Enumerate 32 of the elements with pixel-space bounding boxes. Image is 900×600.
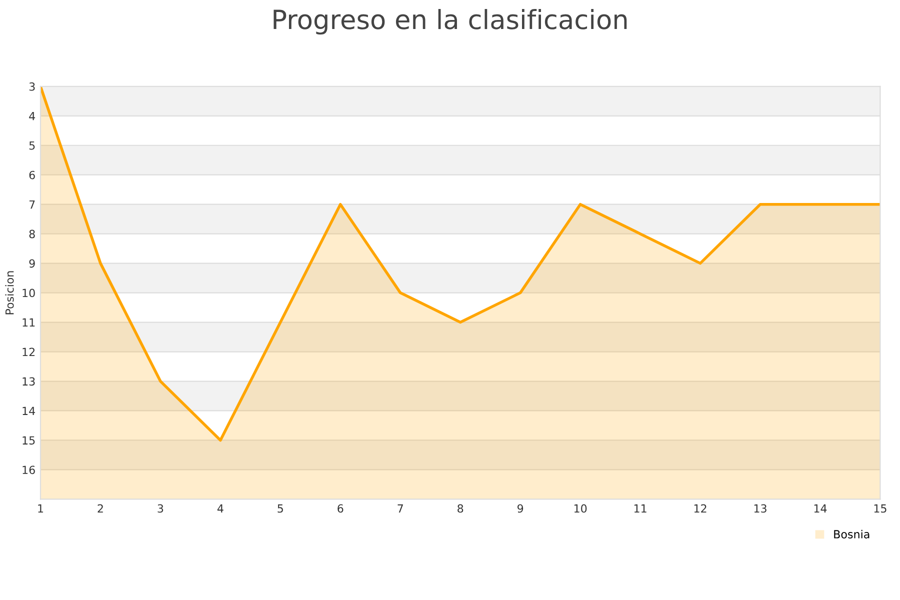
y-tick-label: 11 [22, 318, 35, 327]
y-tick-label: 14 [22, 406, 36, 415]
x-tick-label: 11 [634, 504, 646, 513]
x-tick-label: 3 [158, 504, 164, 513]
x-tick-label: 5 [278, 504, 283, 513]
legend-label: Bosnia [834, 530, 870, 538]
x-tick-label: 8 [458, 504, 464, 513]
y-tick-label: 16 [22, 466, 35, 474]
y-tick-label: 7 [29, 200, 35, 209]
x-tick-label: 12 [694, 504, 706, 513]
y-tick-label: 3 [29, 82, 35, 91]
x-tick-label: 15 [874, 504, 886, 513]
x-tick-label: 9 [517, 504, 524, 513]
y-tick-label: 4 [29, 112, 36, 120]
y-tick-label: 10 [22, 288, 35, 298]
x-tick-label: 4 [217, 504, 224, 513]
y-tick-label: 13 [22, 377, 35, 386]
y-tick-label: 5 [29, 141, 35, 150]
x-tick-label: 2 [98, 504, 103, 513]
chart-title: Progreso en la clasificacion [274, 9, 627, 35]
y-tick-label: 15 [22, 436, 35, 445]
x-tick-label: 10 [574, 504, 587, 513]
y-tick-label: 8 [29, 230, 35, 238]
y-tick-label: 9 [29, 259, 35, 268]
x-tick-label: 6 [338, 504, 344, 513]
x-tick-label: 14 [814, 504, 827, 513]
y-axis-title: Posicion [5, 271, 14, 314]
x-tick-label: 1 [38, 504, 44, 513]
y-tick-label: 12 [22, 348, 35, 356]
y-tick-label: 6 [29, 170, 35, 180]
x-tick-label: 7 [398, 504, 403, 513]
x-tick-label: 13 [754, 504, 766, 513]
